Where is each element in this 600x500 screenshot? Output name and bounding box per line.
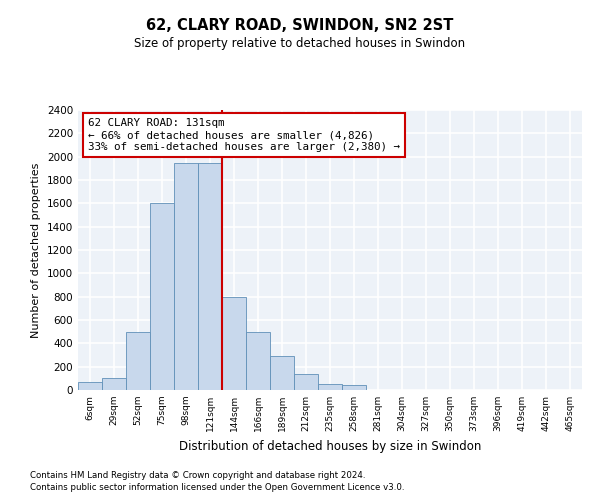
- Text: Contains public sector information licensed under the Open Government Licence v3: Contains public sector information licen…: [30, 483, 404, 492]
- Bar: [102, 378, 126, 390]
- X-axis label: Distribution of detached houses by size in Swindon: Distribution of detached houses by size …: [179, 440, 481, 452]
- Bar: [270, 356, 294, 390]
- Bar: [174, 162, 198, 390]
- Bar: [126, 332, 150, 390]
- Bar: [78, 382, 102, 390]
- Bar: [150, 204, 174, 390]
- Text: 62, CLARY ROAD, SWINDON, SN2 2ST: 62, CLARY ROAD, SWINDON, SN2 2ST: [146, 18, 454, 32]
- Text: Size of property relative to detached houses in Swindon: Size of property relative to detached ho…: [134, 38, 466, 51]
- Bar: [294, 374, 318, 390]
- Y-axis label: Number of detached properties: Number of detached properties: [31, 162, 41, 338]
- Bar: [246, 332, 270, 390]
- Bar: [342, 386, 366, 390]
- Bar: [198, 162, 222, 390]
- Text: Contains HM Land Registry data © Crown copyright and database right 2024.: Contains HM Land Registry data © Crown c…: [30, 470, 365, 480]
- Bar: [318, 384, 342, 390]
- Bar: [222, 296, 246, 390]
- Text: 62 CLARY ROAD: 131sqm
← 66% of detached houses are smaller (4,826)
33% of semi-d: 62 CLARY ROAD: 131sqm ← 66% of detached …: [88, 118, 400, 152]
